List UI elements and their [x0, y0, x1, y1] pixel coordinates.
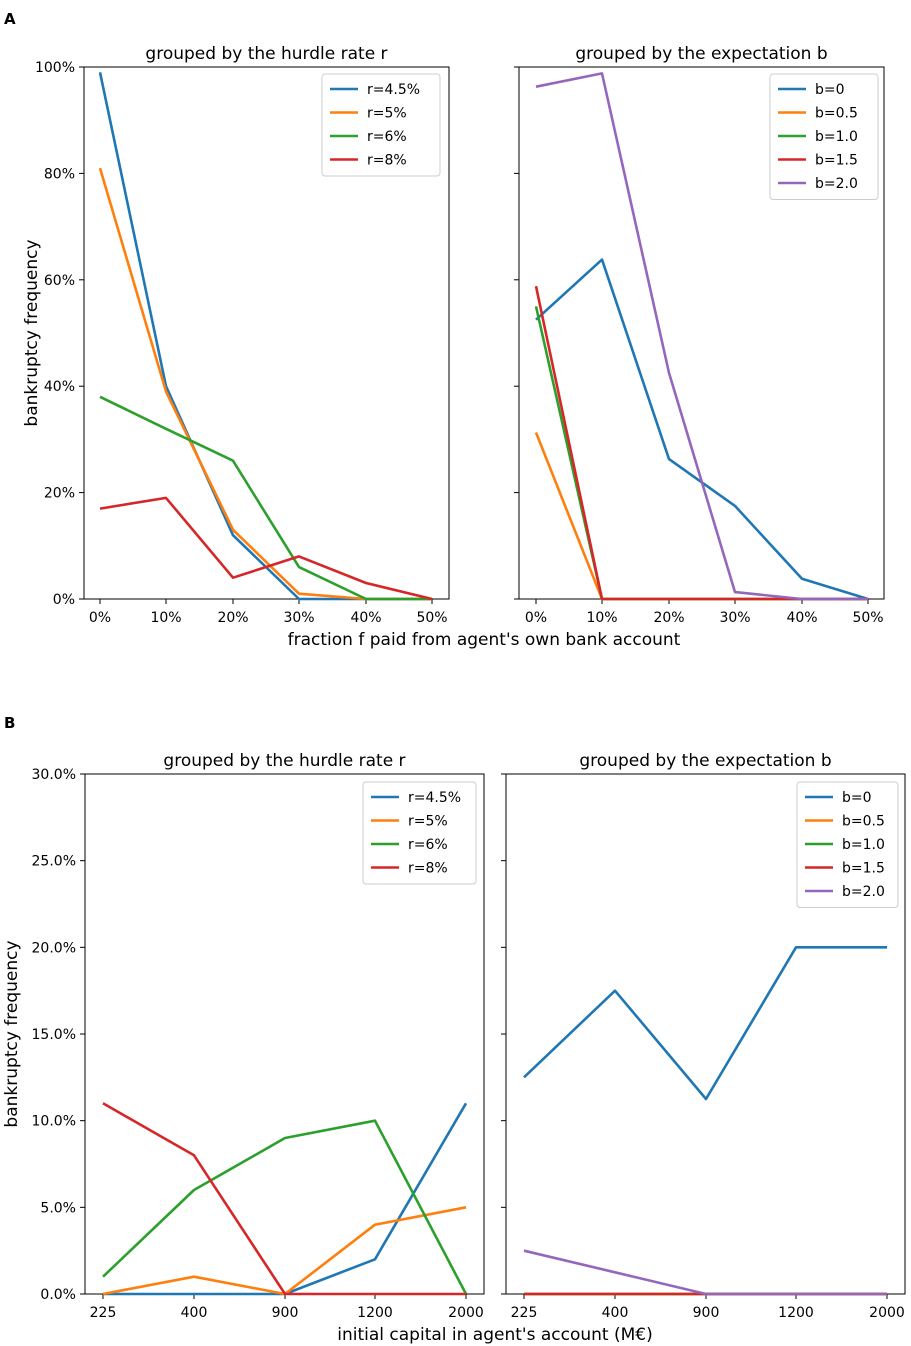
y-tick-label: 30.0%	[32, 767, 76, 783]
legend-box	[321, 73, 441, 177]
x-tick-label: 40%	[786, 610, 817, 626]
legend-entry: r=8%	[408, 861, 448, 877]
legend-entry: b=2.0	[815, 176, 858, 192]
chart-a-right: grouped by the expectation b 0% 10% 20% 30% 4…	[514, 44, 885, 626]
y-axis-label: bankruptcy frequency	[2, 940, 22, 1127]
y-tick-label: 15.0%	[32, 1027, 76, 1043]
y-tick-label: 40%	[44, 379, 75, 395]
x-tick-label: 2000	[869, 1305, 905, 1321]
x-tick-label: 900	[693, 1305, 720, 1321]
legend-entry: b=0	[842, 790, 872, 806]
legend-entry: r=5%	[367, 106, 407, 122]
legend-entry: b=1.5	[842, 861, 885, 877]
legend-entry: b=2.0	[842, 884, 885, 900]
x-tick-label: 30%	[719, 610, 750, 626]
x-tick-label: 10%	[586, 610, 617, 626]
y-tick-label: 10.0%	[32, 1114, 76, 1130]
y-tick-label: 20.0%	[32, 940, 76, 956]
legend-entry: r=4.5%	[408, 790, 461, 806]
panel-a-label: A	[4, 10, 16, 28]
x-tick-label: 50%	[416, 610, 447, 626]
y-tick-label: 100%	[35, 60, 75, 76]
y-axis-label: bankruptcy frequency	[22, 239, 42, 426]
x-tick-label: 0%	[525, 610, 547, 626]
panel-a-xlabel: fraction f paid from agent's own bank ac…	[288, 630, 681, 650]
x-tick-label: 225	[511, 1305, 538, 1321]
chart-title: grouped by the expectation b	[579, 751, 831, 771]
legend-entry: b=0.5	[842, 814, 885, 830]
y-tick-label: 20%	[44, 486, 75, 502]
legend-box	[769, 73, 879, 200]
panel-b-label: B	[4, 714, 15, 732]
chart-b-left: grouped by the hurdle rate r 0.0% 5.0% 10.0…	[2, 751, 485, 1321]
y-tick-label: 5.0%	[40, 1200, 76, 1216]
y-tick-label: 0.0%	[40, 1287, 76, 1303]
legend-entry: r=8%	[367, 153, 407, 169]
x-tick-label: 2000	[448, 1305, 484, 1321]
legend-entry: b=0.5	[815, 106, 858, 122]
legend-entry: b=0	[815, 82, 845, 98]
chart-a-left: grouped by the hurdle rate r 0% 20% 40% 60% 8…	[22, 44, 450, 626]
x-tick-label: 30%	[283, 610, 314, 626]
panel-b-xlabel: initial capital in agent's account (M€)	[337, 1325, 652, 1345]
x-tick-label: 40%	[350, 610, 381, 626]
legend-box	[362, 781, 477, 885]
legend-entry: b=1.0	[842, 837, 885, 853]
y-tick-label: 0%	[53, 592, 75, 608]
x-tick-label: 20%	[217, 610, 248, 626]
series-line-r=8%	[99, 496, 433, 601]
x-tick-label: 10%	[150, 610, 181, 626]
legend-entry: r=6%	[408, 837, 448, 853]
chart-title: grouped by the expectation b	[575, 44, 827, 64]
x-tick-label: 1200	[357, 1305, 393, 1321]
series-line-b=2.0	[535, 72, 868, 601]
chart-title: grouped by the hurdle rate r	[163, 751, 405, 771]
legend-entry: b=1.0	[815, 129, 858, 145]
legend-entry: r=6%	[367, 129, 407, 145]
x-tick-label: 225	[90, 1305, 117, 1321]
legend-entry: b=1.5	[815, 153, 858, 169]
y-tick-label: 60%	[44, 273, 75, 289]
x-tick-label: 1200	[778, 1305, 814, 1321]
legend-box	[796, 781, 899, 908]
x-tick-label: 900	[272, 1305, 299, 1321]
x-tick-label: 50%	[852, 610, 883, 626]
x-tick-label: 0%	[89, 610, 111, 626]
y-tick-label: 25.0%	[32, 854, 76, 870]
series-line-r=6%	[99, 395, 432, 601]
chart-title: grouped by the hurdle rate r	[145, 44, 387, 64]
legend-entry: r=4.5%	[367, 82, 420, 98]
chart-b-right: grouped by the expectation b 225 400 900 120…	[501, 751, 906, 1321]
x-tick-label: 20%	[653, 610, 684, 626]
x-tick-label: 400	[602, 1305, 629, 1321]
legend-entry: r=5%	[408, 814, 448, 830]
x-tick-label: 400	[181, 1305, 208, 1321]
y-tick-label: 80%	[44, 166, 75, 182]
